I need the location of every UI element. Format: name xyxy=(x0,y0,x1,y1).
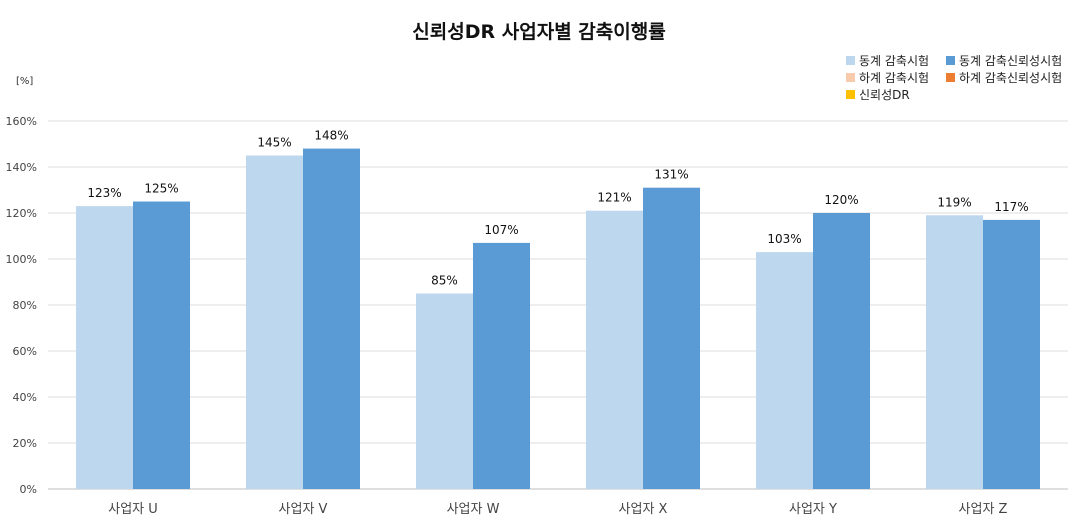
legend-label: 동계 감축시험 xyxy=(859,54,929,68)
bar xyxy=(246,155,303,489)
x-tick-label: 사업자 U xyxy=(108,502,158,517)
y-tick-label: 80% xyxy=(13,299,37,312)
bar xyxy=(76,206,133,489)
legend-label: 신뢰성DR xyxy=(859,88,910,102)
legend-swatch xyxy=(846,73,855,82)
y-tick-label: 100% xyxy=(6,253,37,266)
data-label: 119% xyxy=(937,195,971,209)
legend-swatch xyxy=(846,56,855,65)
bar xyxy=(813,213,870,489)
data-label: 121% xyxy=(597,191,631,205)
y-tick-label: 160% xyxy=(6,115,37,128)
x-tick-label: 사업자 W xyxy=(447,502,500,517)
y-tick-label: 40% xyxy=(13,391,37,404)
legend-swatch xyxy=(946,73,955,82)
y-tick-label: 120% xyxy=(6,207,37,220)
x-tick-label: 사업자 Z xyxy=(959,502,1008,517)
legend-swatch xyxy=(846,90,855,99)
bar xyxy=(133,201,190,489)
bar xyxy=(643,187,700,489)
data-label: 131% xyxy=(654,168,688,182)
legend-label: 하계 감축신뢰성시험 xyxy=(959,71,1062,85)
data-label: 120% xyxy=(824,193,858,207)
bars: 123% 125% 145% 148% 85% 107% 121% 131% 103% 120% 1… xyxy=(76,129,1040,490)
bar xyxy=(473,242,530,489)
data-label: 107% xyxy=(484,223,518,237)
legend-label: 동계 감축신뢰성시험 xyxy=(959,54,1062,68)
data-label: 103% xyxy=(767,232,801,246)
x-tick-label: 사업자 Y xyxy=(789,502,837,517)
gridlines xyxy=(48,120,1068,490)
y-axis: 0% 20% 40% 60% 80% 100% 120% 140% 160% xyxy=(6,115,37,496)
data-label: 123% xyxy=(87,186,121,200)
x-tick-label: 사업자 V xyxy=(279,502,328,517)
bar xyxy=(756,252,813,489)
chart-title: 신뢰성DR 사업자별 감축이행률 xyxy=(412,21,665,43)
data-label: 117% xyxy=(994,200,1028,214)
y-tick-label: 20% xyxy=(13,437,37,450)
x-tick-label: 사업자 X xyxy=(619,502,668,517)
bar xyxy=(983,219,1040,489)
data-label: 148% xyxy=(314,129,348,143)
bar xyxy=(416,293,473,489)
bar xyxy=(926,215,983,490)
y-tick-label: 0% xyxy=(20,483,37,496)
data-label: 145% xyxy=(257,136,291,150)
y-tick-label: 140% xyxy=(6,161,37,174)
legend-label: 하계 감축시험 xyxy=(859,71,929,85)
y-axis-unit: [%] xyxy=(16,76,33,87)
data-label: 125% xyxy=(144,182,178,196)
data-label: 85% xyxy=(431,274,458,288)
bar xyxy=(303,148,360,489)
legend-swatch xyxy=(946,56,955,65)
y-tick-label: 60% xyxy=(13,345,37,358)
x-axis: 사업자 U 사업자 V 사업자 W 사업자 X 사업자 Y 사업자 Z xyxy=(108,502,1007,517)
bar xyxy=(586,210,643,489)
